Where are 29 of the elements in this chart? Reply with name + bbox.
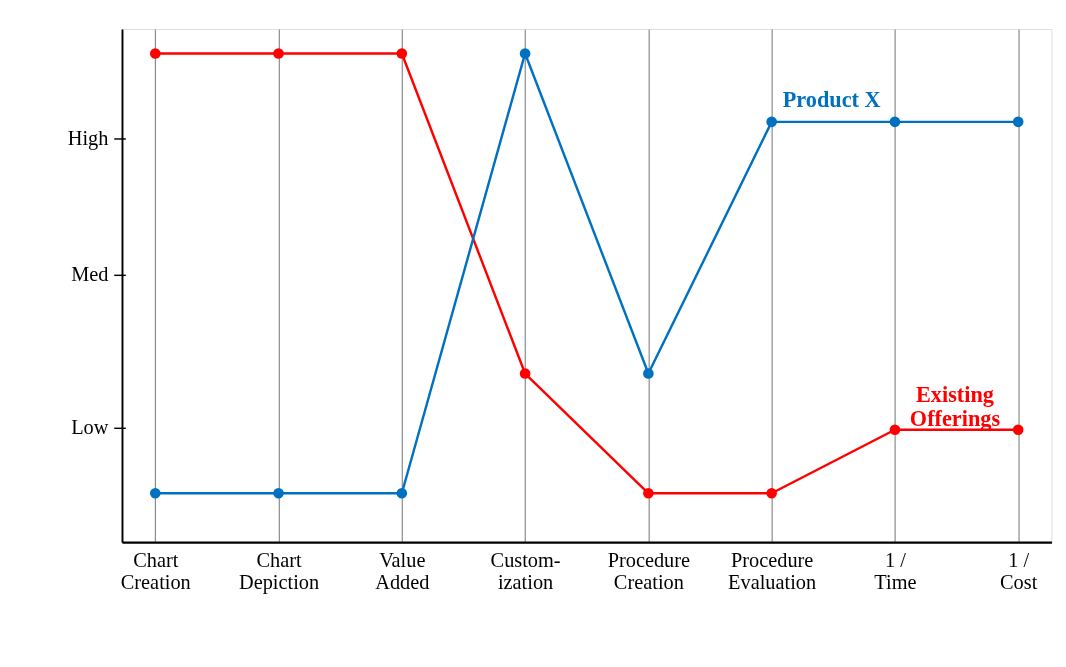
series-label: Existing Offerings — [909, 381, 1001, 431]
point — [889, 424, 901, 436]
x-tick-label: 1 / Cost — [1000, 548, 1038, 594]
point — [519, 368, 531, 379]
point — [1012, 424, 1024, 436]
series-label: Product X — [782, 87, 881, 113]
x-tick-label: 1 / Time — [874, 548, 917, 594]
point — [149, 488, 161, 499]
x-tick-label: Value Added — [375, 548, 430, 594]
point — [766, 116, 777, 128]
x-tick-label: Procedure Creation — [607, 548, 691, 594]
point — [643, 488, 654, 499]
point — [519, 48, 531, 59]
point — [889, 116, 901, 128]
point — [273, 48, 284, 59]
x-tick-label: Custom- ization — [490, 548, 561, 594]
point — [1012, 116, 1024, 128]
text: Med — [71, 263, 109, 286]
point — [273, 488, 284, 499]
point — [766, 488, 777, 499]
point — [643, 368, 654, 379]
text: Low — [71, 416, 109, 439]
point — [149, 48, 161, 59]
x-tick-label: Chart Depiction — [238, 548, 320, 595]
x-tick-label: Procedure Evaluation — [728, 548, 817, 594]
text: High — [67, 126, 109, 150]
point — [396, 488, 408, 499]
x-tick-label: Chart Creation — [120, 548, 191, 594]
point — [396, 48, 408, 59]
